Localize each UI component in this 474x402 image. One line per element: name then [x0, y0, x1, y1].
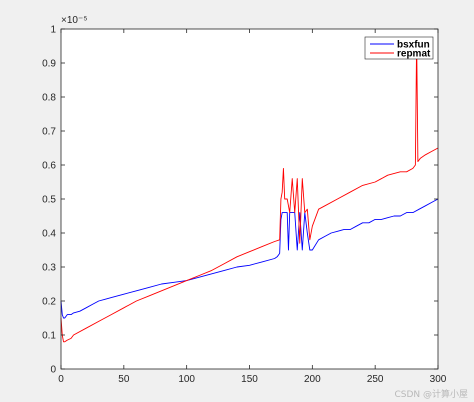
y-tick-label: 0.8	[42, 93, 56, 104]
y-tick-label: 0	[50, 365, 56, 376]
y-tick-label: 0.7	[42, 127, 56, 138]
legend: bsxfun repmat	[364, 36, 434, 60]
y-tick-label: 0.5	[42, 195, 56, 206]
y-tick-label: 0.3	[42, 263, 56, 274]
legend-label-repmat: repmat	[397, 49, 431, 60]
x-tick-label: 50	[118, 374, 130, 385]
y-tick-label: 0.6	[42, 161, 56, 172]
y-tick-label: 0.1	[42, 331, 56, 342]
y-exponent-label: ×10⁻⁵	[61, 15, 87, 26]
x-tick-label: 300	[430, 374, 447, 385]
y-tick-label: 0.4	[42, 229, 56, 240]
series-line-repmat	[60, 38, 439, 343]
legend-label-bsxfun: bsxfun	[397, 40, 430, 51]
data-lines	[60, 38, 439, 343]
axis-ticks: 0 50 100 150 200 250 300 0 0.1 0.2 0.3 0.4 0.5 0.6 0.7…	[42, 25, 447, 386]
x-tick-label: 100	[178, 374, 195, 385]
watermark-text: CSDN @计算小屋	[394, 390, 468, 400]
y-tick-label: 1	[50, 25, 56, 36]
x-tick-label: 200	[304, 374, 321, 385]
series-line-bsxfun	[60, 198, 439, 319]
x-tick-label: 150	[241, 374, 258, 385]
y-tick-label: 0.9	[42, 59, 56, 70]
y-tick-label: 0.2	[42, 297, 56, 308]
x-tick-label: 0	[58, 374, 64, 385]
plot-area	[61, 29, 438, 369]
x-tick-label: 250	[367, 374, 384, 385]
